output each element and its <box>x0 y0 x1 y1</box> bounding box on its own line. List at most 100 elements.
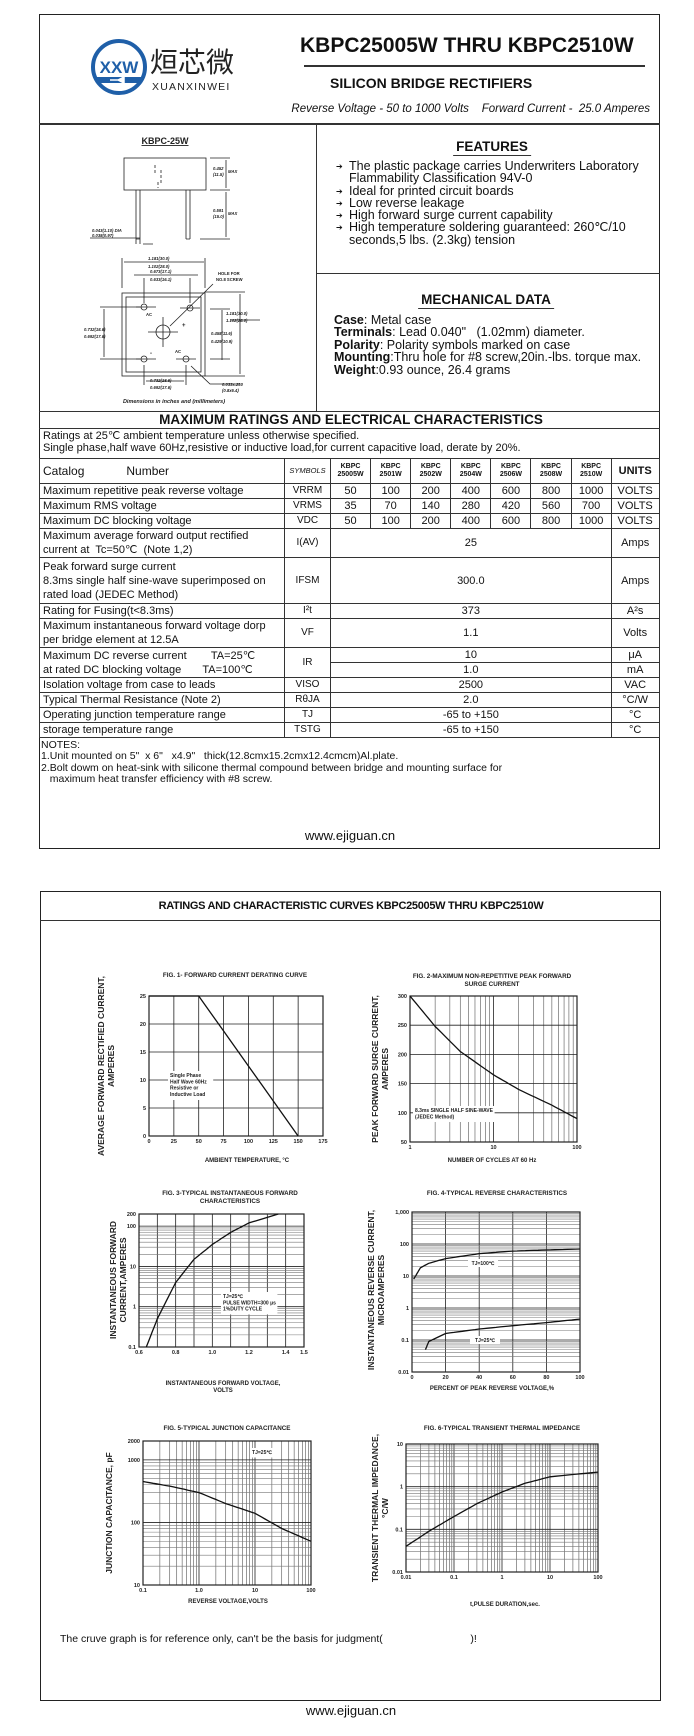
footer-url[interactable]: www.ejiguan.cn <box>305 1703 397 1718</box>
annotation-backdrop <box>221 1292 278 1315</box>
series-label: TJ=100℃ <box>472 1260 495 1267</box>
model-header: KBPC 2510W <box>570 458 612 484</box>
series-curve <box>409 995 578 1120</box>
x-tick-label: 60 <box>510 1375 516 1381</box>
svg-text:AC: AC <box>146 312 152 317</box>
y-axis-label: CURRENT,AMPERES <box>118 1237 128 1322</box>
value-cell: 600 <box>490 483 532 499</box>
svg-text:烜芯微: 烜芯微 <box>150 47 234 78</box>
value-cell: 1000 <box>570 483 612 499</box>
y-tick-label: 200 <box>398 1052 407 1058</box>
divider <box>40 920 661 921</box>
y-tick-label: 1000 <box>128 1458 140 1464</box>
units-header: UNITS <box>610 458 660 484</box>
features-list: ➔ The plastic package carries Underwriter… <box>336 160 654 246</box>
y-tick-label: 0.1 <box>128 1345 136 1351</box>
mechanical-heading: MECHANICAL DATA <box>418 292 554 309</box>
plot-frame <box>411 1211 581 1373</box>
y-tick-label: 15 <box>140 1050 146 1056</box>
chart-annotation: Inductive Load <box>170 1092 205 1098</box>
table-row: storage temperature range TSTG -65 to +150… <box>39 722 660 738</box>
chart-annotation: Single Phase <box>170 1073 201 1079</box>
x-tick-label: 10 <box>252 1588 258 1594</box>
plot-frame <box>405 1443 599 1573</box>
svg-text:0.591: 0.591 <box>213 208 224 213</box>
series-curve <box>413 1248 581 1280</box>
x-axis-label: PERCENT OF PEAK REVERSE VOLTAGE,% <box>430 1386 555 1392</box>
svg-text:HOLE FOR: HOLE FOR <box>218 271 240 276</box>
series-curve <box>142 1480 312 1542</box>
svg-text:0.038(0.97): 0.038(0.97) <box>92 233 114 238</box>
svg-text:0.429(10.9): 0.429(10.9) <box>211 339 233 344</box>
svg-text:0.732(18.6): 0.732(18.6) <box>150 378 172 383</box>
x-tick-label: 10 <box>547 1575 553 1581</box>
svg-text:0.633(16.1): 0.633(16.1) <box>150 277 172 282</box>
table-row: Maximum DC reverse current TA=25℃ at rate… <box>39 647 660 678</box>
x-axis-label: REVERSE VOLTAGE,VOLTS <box>188 1599 268 1605</box>
x-tick-label: 0.6 <box>135 1350 143 1356</box>
footer-url[interactable]: www.ejiguan.cn <box>304 828 396 843</box>
chart-title: FIG. 6-TYPICAL TRANSIENT THERMAL IMPEDAN… <box>424 1425 580 1432</box>
y-axis-label: INSTANTANEOUS REVERSE CURRENT, <box>366 1210 376 1370</box>
features-heading: FEATURES <box>453 139 531 156</box>
svg-text:0.673(17.1): 0.673(17.1) <box>150 269 172 274</box>
plot-frame <box>138 1213 305 1348</box>
unit-cell: Amps <box>610 557 660 604</box>
x-tick-label: 0 <box>410 1375 413 1381</box>
mech-weight: Weight:0.93 ounce, 26.4 grams <box>334 362 511 377</box>
mech-mounting: Mounting:Thru hole for #8 screw,20in.-lb… <box>334 350 642 365</box>
mech-case: Case: Metal case <box>334 313 432 327</box>
y-axis-label: °C/W <box>380 1497 390 1518</box>
y-tick-label: 0.1 <box>401 1338 409 1344</box>
y-tick-label: 1 <box>400 1485 403 1491</box>
svg-text:0.043(1.10) DIA: 0.043(1.10) DIA <box>92 228 122 233</box>
x-tick-label: 10 <box>490 1145 496 1151</box>
x-tick-label: 1 <box>408 1145 411 1151</box>
chart-fig-6: 0.01 0.1 1 10 100 0.01 0.1 1 10 FIG. 6-TYPICAL TR… <box>370 1425 603 1608</box>
y-tick-label: 2000 <box>128 1439 140 1445</box>
bullet-arrow-icon: ➔ <box>336 186 343 196</box>
symbol-cell: I(AV) <box>284 528 331 558</box>
chart-title: FIG. 3-TYPICAL INSTANTANEOUS FORWARD <box>162 1190 298 1197</box>
x-tick-label: 1.2 <box>245 1350 253 1356</box>
x-tick-label: 1 <box>500 1575 503 1581</box>
mech-terminals: Terminals: Lead 0.040" (1.02mm) diameter… <box>334 325 585 340</box>
datasheet-page-2 <box>40 891 661 1701</box>
catalog-number-header: Catalog Number <box>39 458 285 484</box>
x-tick-label: 0.1 <box>139 1588 147 1594</box>
mechanical-data: Case: Metal case Terminals: Lead 0.040" … <box>334 314 641 376</box>
y-axis-label: PEAK FORWARD SURGE CURRENT, <box>370 995 380 1143</box>
svg-text:0.033x.250: 0.033x.250 <box>222 382 244 387</box>
y-tick-label: 100 <box>127 1224 136 1230</box>
table-row: Maximum RMS voltage VRMS 35 70 140 280 420 560 7… <box>39 498 660 514</box>
svg-text:-: - <box>150 351 152 357</box>
divider <box>39 411 660 412</box>
feature-item: ➔ Low reverse leakage <box>336 195 465 210</box>
svg-text:(15.0): (15.0) <box>213 214 225 219</box>
chart-title: FIG. 2-MAXIMUM NON-REPETITIVE PEAK FORWA… <box>413 973 572 980</box>
y-tick-label: 50 <box>401 1140 407 1146</box>
y-tick-label: 100 <box>400 1242 409 1248</box>
svg-text:MAX: MAX <box>228 211 238 216</box>
annotation-backdrop <box>168 1071 214 1100</box>
y-tick-label: 150 <box>398 1082 407 1088</box>
plot-frame <box>148 995 324 1137</box>
plot-frame <box>409 995 578 1143</box>
y-axis-label: AVERAGE FORWARD RECTIFIED CURRENT, <box>96 976 106 1156</box>
svg-text:XUANXINWEI: XUANXINWEI <box>152 81 231 93</box>
y-tick-label: 100 <box>398 1111 407 1117</box>
ratings-conditions: Ratings at 25℃ ambient temperature unles… <box>43 430 521 454</box>
package-name: KBPC-25W <box>141 136 189 146</box>
table-row: Typical Thermal Resistance (Note 2) RθJA 2… <box>39 692 660 708</box>
svg-text:(0.8x6.4): (0.8x6.4) <box>222 388 239 393</box>
svg-text:1.102(28.0): 1.102(28.0) <box>148 264 170 269</box>
bullet-arrow-icon: ➔ <box>336 211 343 221</box>
series-curve <box>405 1471 599 1547</box>
x-tick-label: 50 <box>196 1139 202 1145</box>
label-backdrop <box>470 1336 500 1344</box>
series-curve <box>145 1213 279 1348</box>
unit-cell: Volts <box>610 618 660 648</box>
chart-title: SURGE CURRENT <box>465 981 520 988</box>
plot-frame <box>142 1440 312 1586</box>
model-header: KBPC 25005W <box>329 458 372 484</box>
